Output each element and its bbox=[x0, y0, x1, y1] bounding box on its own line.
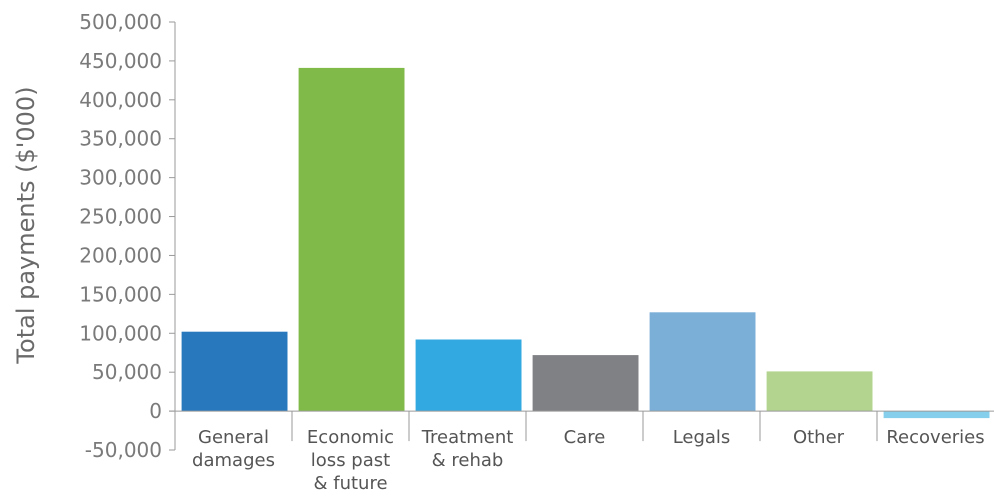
category-labels: General damages Economic loss past & future T… bbox=[192, 427, 985, 494]
y-tick-label: 100,000 bbox=[79, 321, 162, 345]
bar-recoveries bbox=[883, 411, 990, 419]
x-category-label-line: Other bbox=[793, 427, 845, 448]
bar-economic-loss-past-future bbox=[298, 67, 405, 412]
x-category-label: General damages bbox=[192, 427, 275, 471]
y-tick-label: 150,000 bbox=[79, 282, 162, 306]
bars-layer bbox=[181, 67, 990, 419]
x-category-label: Treatment & rehab bbox=[421, 427, 514, 471]
x-category-label-line: loss past bbox=[311, 450, 390, 471]
bar-care bbox=[532, 355, 639, 412]
y-tick-label: -50,000 bbox=[85, 438, 162, 462]
y-axis-title: Total payments ($'000) bbox=[12, 86, 40, 364]
x-category-label-line: & rehab bbox=[432, 450, 504, 471]
bar-legals bbox=[649, 312, 756, 412]
x-category-label-line: Care bbox=[564, 427, 606, 448]
x-category-label: Economic loss past & future bbox=[307, 427, 394, 494]
y-tick-label: 50,000 bbox=[92, 360, 162, 384]
x-category-label-line: Recoveries bbox=[886, 427, 984, 448]
x-category-label-line: & future bbox=[313, 473, 387, 494]
x-category-label-line: Legals bbox=[673, 427, 731, 448]
y-tick-label: 350,000 bbox=[79, 127, 162, 151]
bar-general-damages bbox=[181, 331, 288, 412]
x-category-label: Recoveries bbox=[886, 427, 984, 448]
x-category-label-line: General bbox=[198, 427, 269, 448]
bar-other bbox=[766, 371, 873, 412]
y-tick-label: 450,000 bbox=[79, 49, 162, 73]
y-tick-label: 0 bbox=[149, 399, 162, 423]
bar-treatment-rehab bbox=[415, 339, 522, 412]
x-category-label-line: Treatment bbox=[421, 427, 514, 448]
x-category-label: Legals bbox=[673, 427, 731, 448]
y-tick-label: 500,000 bbox=[79, 10, 162, 34]
x-category-label-line: Economic bbox=[307, 427, 394, 448]
y-tick-label: 200,000 bbox=[79, 243, 162, 267]
x-category-label-line: damages bbox=[192, 450, 275, 471]
y-tick-label: 300,000 bbox=[79, 166, 162, 190]
x-category-label: Care bbox=[564, 427, 606, 448]
y-tick-label: 400,000 bbox=[79, 88, 162, 112]
y-axis: 500,000 450,000 400,000 350,000 300,000 250,0… bbox=[79, 10, 994, 462]
x-category-label: Other bbox=[793, 427, 845, 448]
y-tick-label: 250,000 bbox=[79, 205, 162, 229]
